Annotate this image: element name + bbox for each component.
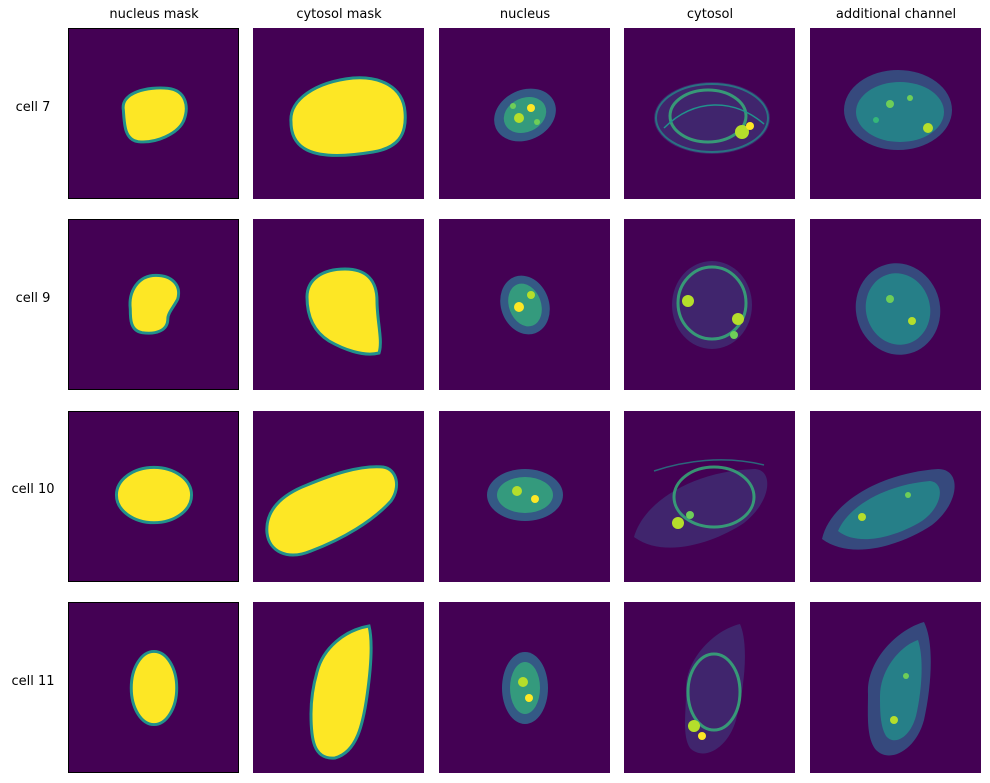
column-title-nucleus-mask: nucleus mask [109,7,199,22]
nucleus-image-cell-9 [439,219,610,390]
cytosol-image-cell-11 [624,602,795,773]
column-title-cytosol-mask: cytosol mask [296,7,382,22]
additional-channel-image-cell-9 [810,219,981,390]
row-label-cell-11: cell 11 [11,674,55,689]
column-title-additional-channel: additional channel [835,7,957,22]
row-label-cell-7: cell 7 [15,100,51,115]
cytosol-image-cell-7 [624,28,795,199]
cytosol-mask-cell-10 [253,411,424,582]
cytosol-image-cell-10 [624,411,795,582]
cytosol-mask-cell-7 [253,28,424,199]
column-title-nucleus: nucleus [499,7,551,22]
cytosol-image-cell-9 [624,219,795,390]
nucleus-mask-cell-9 [68,219,239,390]
nucleus-mask-cell-11 [68,602,239,773]
nucleus-image-cell-11 [439,602,610,773]
additional-channel-image-cell-7 [810,28,981,199]
additional-channel-image-cell-10 [810,411,981,582]
row-label-cell-9: cell 9 [15,291,51,306]
row-label-cell-10: cell 10 [11,482,55,497]
nucleus-image-cell-10 [439,411,610,582]
nucleus-image-cell-7 [439,28,610,199]
column-title-cytosol: cytosol [686,7,734,22]
additional-channel-image-cell-11 [810,602,981,773]
nucleus-mask-cell-10 [68,411,239,582]
nucleus-mask-cell-7 [68,28,239,199]
cytosol-mask-cell-11 [253,602,424,773]
cytosol-mask-cell-9 [253,219,424,390]
